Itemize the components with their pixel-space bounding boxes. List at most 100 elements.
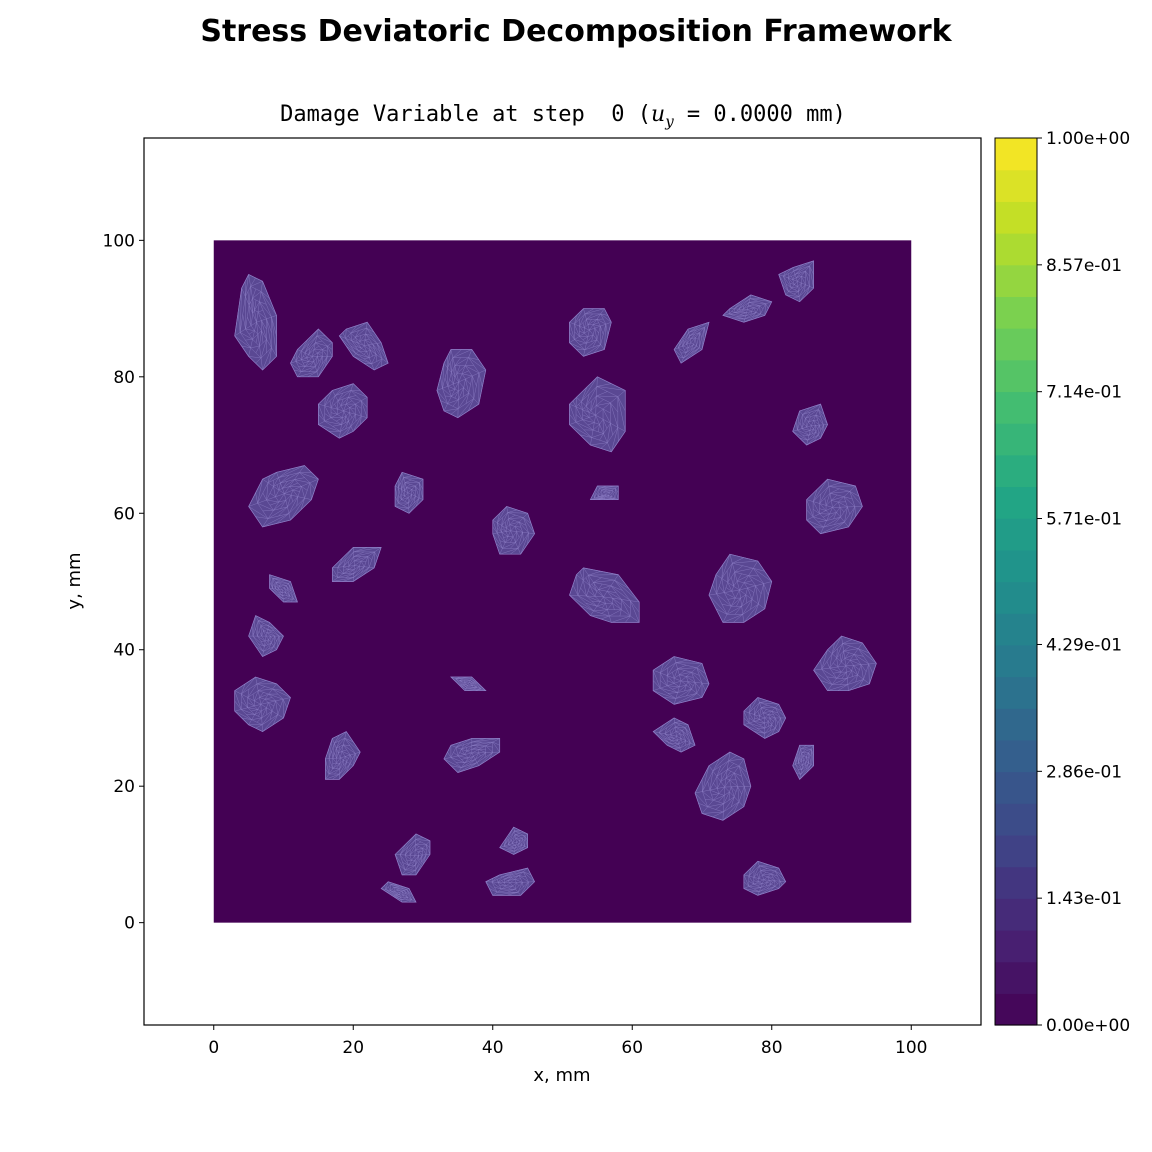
inclusion-22 (652, 656, 710, 705)
inclusion-7 (673, 321, 710, 364)
y-tick-label: 60 (113, 504, 135, 524)
colorbar-band (995, 676, 1037, 709)
colorbar-band (995, 264, 1037, 297)
y-tick-label: 80 (113, 368, 135, 388)
plot-title-suffix: = 0.0000 mm) (673, 102, 846, 127)
inclusion-triangulation (380, 881, 417, 903)
inclusion-5 (436, 349, 487, 419)
colorbar-tick-label: 8.57e-01 (1046, 256, 1122, 276)
x-tick-label: 0 (208, 1038, 219, 1058)
y-tick-label: 40 (113, 641, 135, 661)
inclusion-1 (234, 273, 277, 371)
y-tick-label: 20 (113, 777, 135, 797)
colorbar-band (995, 359, 1037, 393)
y-axis-label: y, mm (64, 552, 85, 609)
inclusion-25 (450, 676, 487, 692)
inclusion-triangulation (248, 615, 284, 657)
inclusion-triangulation (269, 574, 298, 603)
colorbar-band (995, 708, 1037, 741)
plot-title-prefix: Damage Variable at step 0 ( (280, 102, 652, 127)
inclusion-30 (694, 751, 752, 821)
inclusion-10 (569, 376, 626, 453)
colorbar-band (995, 739, 1037, 773)
inclusion-triangulation (290, 328, 333, 378)
inclusion-triangulation (569, 308, 612, 357)
inclusion-triangulation (792, 745, 814, 780)
inclusion-triangulation (450, 676, 486, 691)
colorbar-band (995, 771, 1037, 804)
inclusion-31 (792, 744, 814, 780)
colorbar-band (995, 169, 1037, 202)
colorbar-band (995, 613, 1037, 646)
inclusion-20 (269, 574, 298, 603)
y-tick-label: 100 (103, 231, 135, 251)
plot-title-subscript: y (665, 112, 674, 131)
inclusion-triangulation (708, 553, 772, 623)
colorbar: 0.00e+00 1.43e-01 2.86e-01 4.29e-01 5.71e-01… (994, 129, 1130, 1036)
colorbar-band (995, 866, 1037, 899)
colorbar-band (995, 486, 1037, 519)
colorbar-tick-label: 2.86e-01 (1046, 762, 1122, 782)
inclusion-triangulation (722, 294, 772, 323)
inclusion-triangulation (394, 472, 424, 514)
x-tick-label: 40 (482, 1038, 504, 1058)
inclusion-triangulation (743, 697, 786, 739)
inclusion-32 (394, 833, 431, 876)
inclusion-27 (652, 717, 696, 753)
inclusion-33 (499, 826, 528, 855)
colorbar-band (995, 233, 1037, 266)
inclusion-triangulation (234, 676, 291, 732)
inclusion-triangulation (443, 738, 500, 773)
colorbar-band (995, 549, 1037, 583)
inclusion-triangulation (332, 547, 382, 582)
plot-title: Damage Variable at step 0 (uy = 0.0000 m… (144, 102, 982, 130)
inclusion-13 (394, 471, 424, 514)
inclusion-14 (589, 485, 619, 500)
colorbar-band (995, 993, 1037, 1026)
inclusion-triangulation (485, 867, 535, 896)
inclusion-triangulation (653, 717, 696, 753)
colorbar-band (995, 296, 1037, 329)
inclusion-19 (708, 553, 773, 623)
colorbar-band (995, 328, 1037, 361)
inclusion-triangulation (248, 465, 319, 528)
inclusion-triangulation (778, 260, 814, 302)
colorbar-band (995, 803, 1037, 836)
inclusion-triangulation (652, 656, 710, 705)
inclusion-12 (248, 465, 319, 528)
colorbar-band (995, 138, 1037, 171)
colorbar-band (995, 961, 1037, 994)
colorbar-band (995, 581, 1037, 614)
inclusion-triangulation (234, 274, 277, 371)
inclusion-triangulation (499, 826, 528, 855)
inclusion-6 (569, 308, 612, 357)
plot-title-var: uy (651, 102, 674, 131)
inclusion-28 (443, 738, 501, 773)
colorbar-band (995, 518, 1037, 551)
inclusion-triangulation (325, 731, 361, 780)
plot-area (213, 240, 912, 923)
y-tick-label: 0 (124, 914, 135, 934)
y-axis: 0 20 40 60 80 100 (103, 231, 144, 934)
inclusion-11 (792, 403, 828, 446)
inclusion-triangulation (569, 567, 640, 623)
inclusion-triangulation (492, 506, 535, 555)
axes-frame (143, 137, 982, 1026)
inclusion-29 (325, 731, 361, 780)
inclusion-35 (485, 867, 536, 896)
inclusion-triangulation (806, 478, 863, 534)
colorbar-band (995, 898, 1037, 931)
plot-title-var-letter: u (651, 102, 666, 127)
inclusion-34 (743, 860, 787, 896)
inclusion-triangulation (318, 383, 368, 439)
inclusion-3 (338, 321, 389, 371)
inclusion-triangulation (813, 635, 877, 691)
colorbar-tick-label: 7.14e-01 (1046, 383, 1122, 403)
inclusion-8 (722, 294, 773, 323)
colorbar-band (995, 454, 1037, 488)
colorbar-tick-label: 4.29e-01 (1046, 635, 1122, 655)
inclusion-triangulation (743, 861, 786, 896)
inclusion-36 (380, 881, 417, 903)
x-tick-label: 20 (342, 1038, 364, 1058)
